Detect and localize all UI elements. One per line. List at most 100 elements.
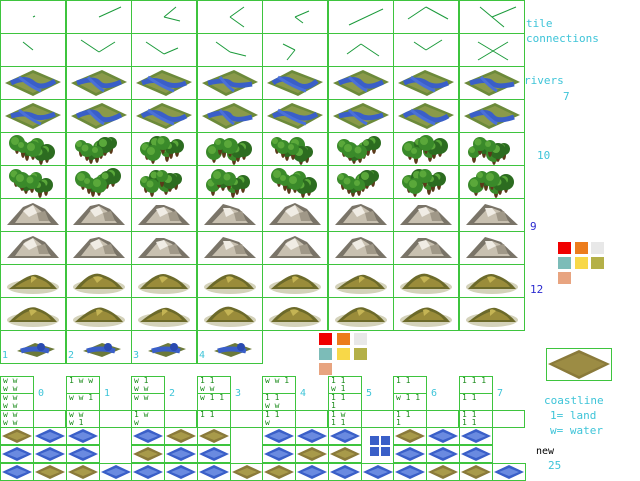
coast-tile [295,427,329,445]
coast-code-cell: w w w w [0,376,34,394]
coast-tile [164,463,198,481]
tile-connections-0-3 [197,0,263,34]
coast-code-cell: 1 1 [197,410,231,428]
coast-code-cell: 1 w w [66,376,100,394]
tile-connections-1-1 [66,33,132,67]
rivers-count: 7 [563,90,570,103]
coast-code-text: 1 1 [200,410,215,419]
coast-tile [328,463,362,481]
coast-tile [426,463,460,481]
coast-tile [197,445,231,463]
coast-code-cell: w w 1 [262,376,296,394]
coast-group-number: 2 [169,388,176,399]
swatch-salmon [558,272,571,284]
tile-forest-0-2 [131,132,197,166]
tile-mountains-1-1 [66,231,132,265]
coast-code-text: w w 1 [265,376,290,385]
coast-code-cell-right [230,410,263,428]
tile-connections-0-5 [328,0,394,34]
coast-tile [459,427,493,445]
coastline-label: coastline [544,394,604,407]
coast-tile [66,463,100,481]
tile-connections-0-7 [459,0,525,34]
tile-connections-1-4 [262,33,328,67]
tile-forest-1-1 [66,165,132,199]
coast-code-cell: 1 w 1 1 [328,410,362,428]
tile-rivers-1-3 [197,99,263,133]
tile-mountains-1-2 [131,231,197,265]
tile-forest-0-6 [393,132,459,166]
coast-code-cell: 1 1 [393,376,427,394]
coast-code-cell: 1 1 w [262,410,296,428]
coast-code-cell-right [492,410,525,428]
coast-code-cell: w w [131,393,165,411]
tile-forest-1-3 [197,165,263,199]
coast-code-cell: w w 1 [66,393,100,411]
tile-connections-0-2 [131,0,197,34]
tile-hills-0-7 [459,264,525,298]
connections-label: connections [526,32,599,45]
tile-mountains-1-5 [328,231,394,265]
coast-code-text: 1 1 1 [396,410,411,427]
tile-hills-0-0 [0,264,66,298]
tile-forest-1-7 [459,165,525,199]
coast-group-number: 3 [235,388,242,399]
coast-code-cell: 1 1 w w [262,393,296,411]
coast-code-cell: w w w w [0,393,34,411]
swatch-yellow-2 [337,348,350,360]
coast-code-cell: w w w 1 [66,410,100,428]
tile-mountains-1-0 [0,231,66,265]
tile-mountains-0-4 [262,198,328,232]
tile-rivers-1-5 [328,99,394,133]
coast-tile [66,427,100,445]
swatch-olive [591,257,604,269]
coast-tile [295,463,329,481]
coast-code-cell: w 1 1 [197,393,231,411]
swatch-teal-2 [319,348,332,360]
coast-tile [393,445,427,463]
coast-code-cell-right [295,410,328,428]
tile-mountains-1-7 [459,231,525,265]
tile-forest-1-2 [131,165,197,199]
swatch-salmon-2 [319,363,332,375]
tile-hills-1-7 [459,297,525,331]
tile-forest-0-3 [197,132,263,166]
tile-mountains-0-0 [0,198,66,232]
tile-connections-0-4 [262,0,328,34]
coast-tile [131,427,165,445]
coast-group-number: 5 [366,388,373,399]
tile-rivers-1-2 [131,99,197,133]
tile-mountains-1-6 [393,231,459,265]
coast-code-cell-right [99,410,132,428]
coast-code-text: 1 w w [134,410,149,427]
coast-tile [459,445,493,463]
tile-connections-0-6 [393,0,459,34]
forest-count: 10 [537,149,551,162]
coast-code-text: 1 1 1 1 [462,410,477,427]
tile-hills-1-6 [393,297,459,331]
swatch-orange [575,242,588,254]
tile-connections-1-3 [197,33,263,67]
swatch-gray-2 [354,333,367,345]
hills-count: 12 [530,283,544,296]
coast-tile [0,445,34,463]
tile-mountains-1-3 [197,231,263,265]
swatch-teal [558,257,571,269]
coast-group-number: 0 [38,388,45,399]
new-label: new [536,446,555,457]
coast-code-text: w w [134,393,149,402]
tile-hills-1-4 [262,297,328,331]
tile-mountains-0-6 [393,198,459,232]
tile-rivers-0-4 [262,66,328,100]
tile-label: tile [526,17,553,30]
tile-rivers-1-0 [0,99,66,133]
tile-hills-1-3 [197,297,263,331]
coast-code-cell: 1 1 w w [197,376,231,394]
coast-tile [33,427,67,445]
coast-code-text: 1 1 w w [265,393,280,410]
tile-mountains-0-2 [131,198,197,232]
tile-rivers-1-1 [66,99,132,133]
coast-code-text: w w w w [3,376,18,393]
tile-rivers-0-5 [328,66,394,100]
swatch-olive-2 [354,348,367,360]
